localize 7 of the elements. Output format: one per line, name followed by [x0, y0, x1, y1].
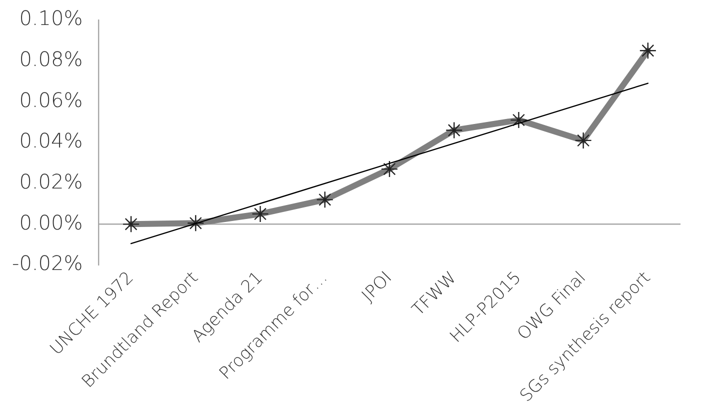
y-tick-label: 0.06% [19, 88, 83, 112]
y-tick-label: 0.02% [19, 170, 83, 194]
y-tick-label: 0.10% [19, 6, 83, 30]
y-tick-label: 0.08% [19, 47, 83, 72]
y-tick-label: 0.04% [19, 128, 83, 153]
y-tick-label: 0.00% [19, 210, 83, 234]
y-tick-label: -0.02% [12, 251, 83, 276]
